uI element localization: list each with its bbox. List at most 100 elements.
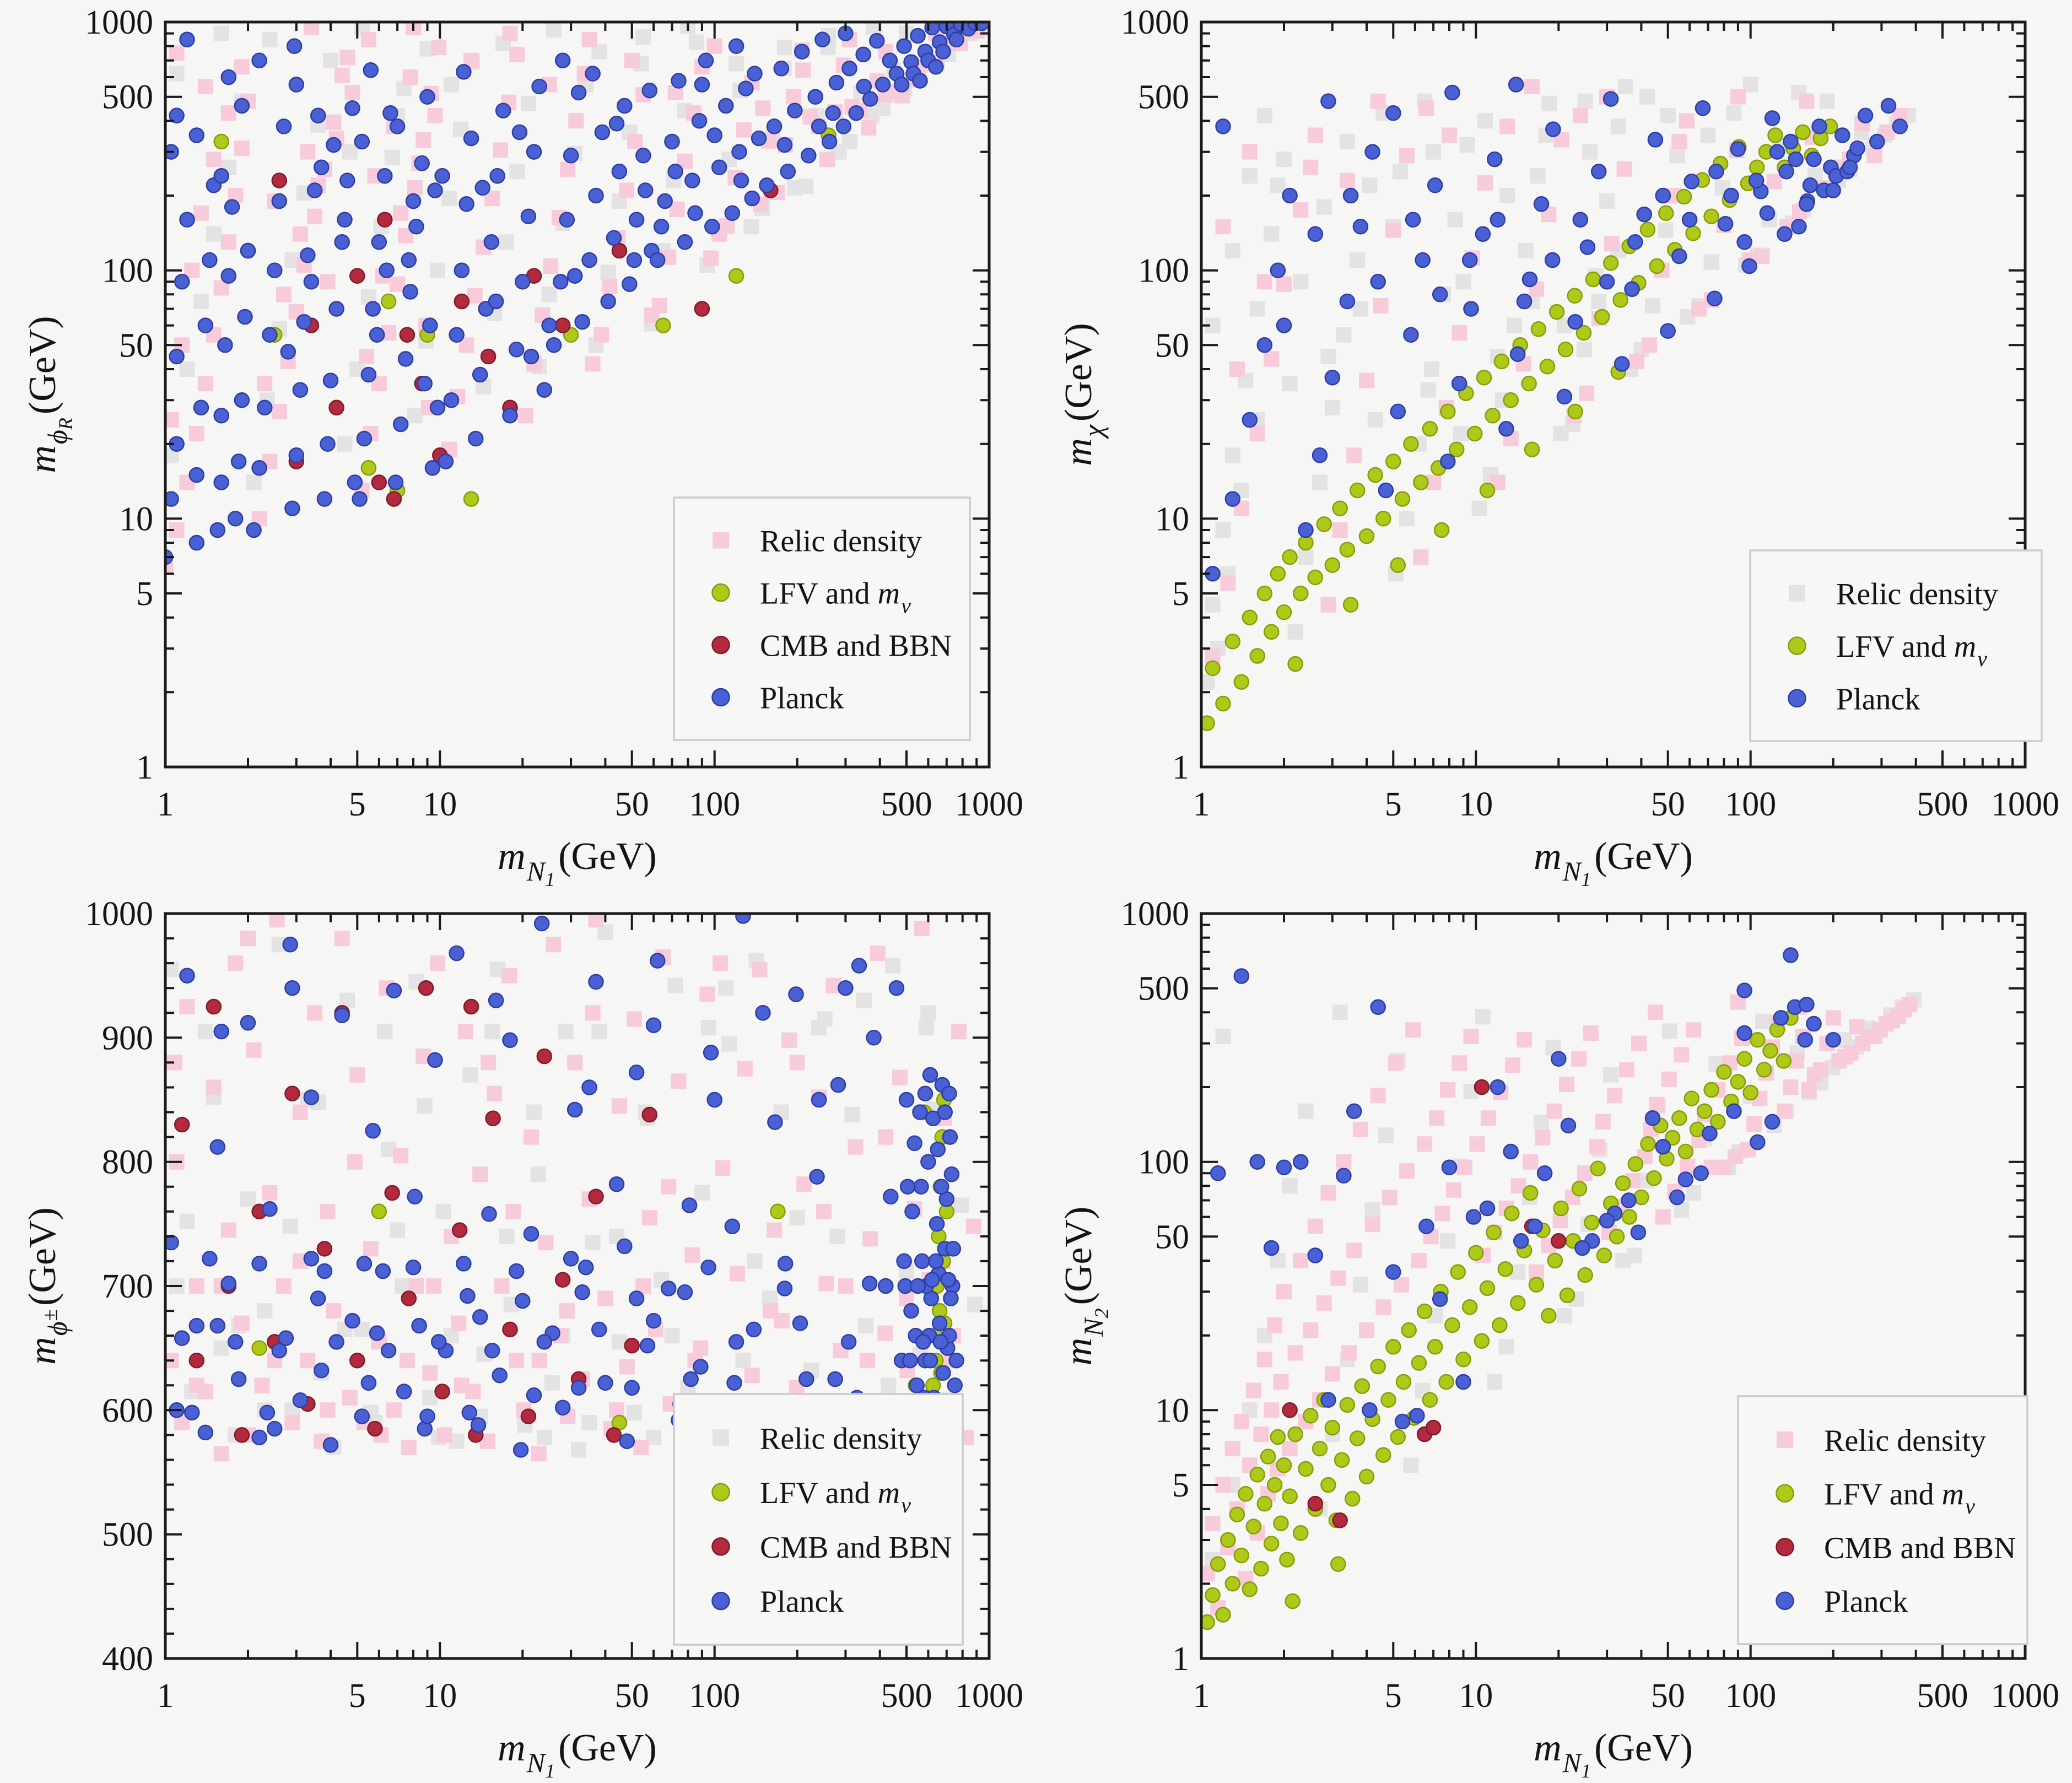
svg-text:50: 50: [615, 786, 649, 823]
svg-text:1000: 1000: [85, 4, 153, 41]
svg-text:500: 500: [881, 1677, 932, 1715]
svg-text:100: 100: [689, 786, 740, 823]
svg-text:500: 500: [1917, 786, 1968, 823]
points-layer: [1201, 77, 1916, 731]
panel-mphipm-vs-mN1: 1 5 10 50 100 500 1000 400 500 600 700 800 900 1000 mN…: [0, 892, 1036, 1783]
svg-text:800: 800: [102, 1144, 153, 1181]
svg-text:5: 5: [1385, 786, 1402, 823]
x-axis-label: mN1(GeV): [498, 835, 657, 890]
svg-text:500: 500: [1138, 79, 1189, 116]
svg-text:5: 5: [136, 575, 153, 613]
svg-text:1000: 1000: [1121, 895, 1189, 933]
x-tick-labels: 1 5 10 50 100 500 1000: [1193, 786, 2060, 823]
svg-text:10: 10: [423, 1677, 457, 1715]
svg-text:1000: 1000: [955, 1677, 1023, 1715]
svg-text:CMB and BBN: CMB and BBN: [760, 629, 952, 663]
svg-text:Planck: Planck: [1836, 682, 1920, 716]
series-planck: [1210, 947, 1841, 1430]
svg-text:LFV and mν: LFV and mν: [760, 1476, 911, 1517]
series-lfv: [1201, 1010, 1799, 1630]
svg-text:1: 1: [1193, 786, 1210, 823]
plot-frame: [164, 20, 991, 769]
y-tick-labels: 1 5 10 50 100 500 1000: [1121, 4, 1189, 786]
svg-text:100: 100: [1725, 1677, 1776, 1715]
panel-mphiR-vs-mN1: 1 5 10 50 100 500 1000 1 5 10 50 100 500 1000 mN1(GeV)…: [0, 0, 1036, 892]
scatter-plot-mN2: 1 5 10 50 100 500 1000 1 5 10 50 100 500 1000 mN1(GeV)…: [1057, 895, 2060, 1782]
x-tick-labels: 1 5 10 50 100 500 1000: [1193, 1677, 2060, 1715]
svg-text:50: 50: [119, 327, 153, 364]
svg-text:mN1(GeV): mN1(GeV): [498, 1727, 657, 1782]
points-layer: [1201, 947, 1922, 1630]
svg-text:5: 5: [1172, 575, 1189, 613]
y-axis-label: mN2(GeV): [1057, 1207, 1113, 1366]
svg-text:500: 500: [1138, 970, 1189, 1008]
series-planck: [165, 22, 989, 565]
plot-frame: [1200, 20, 2027, 769]
series-cmb: [1282, 1079, 1567, 1528]
svg-text:1: 1: [157, 786, 174, 823]
x-tick-labels: 1 5 10 50 100 500 1000: [157, 786, 1024, 823]
svg-text:10: 10: [1155, 1392, 1189, 1429]
svg-text:mN2(GeV): mN2(GeV): [1057, 1207, 1113, 1366]
svg-text:Relic density: Relic density: [1824, 1424, 1986, 1458]
x-tick-labels: 1 5 10 50 100 500 1000: [157, 1677, 1024, 1715]
svg-text:100: 100: [1138, 252, 1189, 290]
svg-text:1: 1: [1172, 749, 1189, 786]
svg-text:1: 1: [1172, 1640, 1189, 1678]
svg-text:700: 700: [102, 1268, 153, 1305]
scatter-plot-mchi: 1 5 10 50 100 500 1000 1 5 10 50 100 500 1000 mN1(GeV)…: [1057, 4, 2060, 890]
svg-text:Relic density: Relic density: [1836, 577, 1998, 612]
svg-text:500: 500: [881, 786, 932, 823]
svg-text:LFV and mν: LFV and mν: [760, 577, 911, 618]
series-planck: [1205, 77, 1908, 582]
points-layer: [165, 22, 989, 573]
y-axis-label: mϕR(GeV): [21, 316, 77, 473]
svg-text:400: 400: [102, 1640, 153, 1678]
svg-text:1: 1: [1193, 1677, 1210, 1715]
svg-text:mN1(GeV): mN1(GeV): [498, 835, 657, 890]
y-axis-label: mϕ±(GeV): [21, 1207, 73, 1365]
scatter-plot-mphipm: 1 5 10 50 100 500 1000 400 500 600 700 800 900 1000 mN…: [21, 895, 1024, 1782]
svg-text:10: 10: [119, 500, 153, 538]
legend: Relic density LFV and mν CMB and BBN Planck: [673, 1393, 964, 1646]
svg-text:100: 100: [1138, 1144, 1189, 1181]
svg-text:500: 500: [102, 79, 153, 116]
svg-text:5: 5: [349, 1677, 366, 1715]
svg-text:Planck: Planck: [1824, 1585, 1908, 1619]
series-planck: [165, 914, 964, 1458]
svg-text:mϕ±(GeV): mϕ±(GeV): [21, 1207, 73, 1365]
svg-text:10: 10: [1459, 786, 1493, 823]
legend: Relic density LFV and mν Planck: [1749, 549, 2043, 742]
svg-text:5: 5: [1172, 1467, 1189, 1504]
svg-text:1000: 1000: [1991, 1677, 2059, 1715]
svg-text:10: 10: [1155, 500, 1189, 538]
svg-text:LFV and mν: LFV and mν: [1824, 1477, 1975, 1519]
svg-text:mϕR(GeV): mϕR(GeV): [21, 316, 77, 473]
svg-text:50: 50: [1651, 786, 1685, 823]
svg-text:5: 5: [1385, 1677, 1402, 1715]
svg-text:1000: 1000: [1991, 786, 2059, 823]
svg-text:50: 50: [615, 1677, 649, 1715]
legend: Relic density LFV and mν CMB and BBN Planck: [1737, 1395, 2028, 1645]
svg-text:CMB and BBN: CMB and BBN: [760, 1531, 952, 1565]
svg-text:1: 1: [136, 749, 153, 786]
svg-text:100: 100: [102, 252, 153, 290]
x-axis-label: mN1(GeV): [1534, 1727, 1693, 1782]
svg-text:Planck: Planck: [760, 682, 844, 716]
svg-text:1000: 1000: [85, 895, 153, 933]
svg-text:mN1(GeV): mN1(GeV): [1534, 835, 1693, 890]
svg-text:Relic density: Relic density: [760, 525, 922, 559]
svg-text:500: 500: [1917, 1677, 1968, 1715]
svg-text:1000: 1000: [1121, 4, 1189, 41]
series-lfv: [1201, 118, 1838, 731]
svg-text:mχ(GeV): mχ(GeV): [1057, 323, 1109, 466]
y-axis-label: mχ(GeV): [1057, 323, 1109, 466]
svg-text:1: 1: [157, 1677, 174, 1715]
plot-frame: [1200, 912, 2027, 1660]
y-tick-labels: 400 500 600 700 800 900 1000: [85, 895, 153, 1678]
svg-text:500: 500: [102, 1516, 153, 1554]
svg-text:100: 100: [689, 1677, 740, 1715]
x-axis-label: mN1(GeV): [498, 1727, 657, 1782]
y-tick-labels: 1 5 10 50 100 500 1000: [1121, 895, 1189, 1678]
